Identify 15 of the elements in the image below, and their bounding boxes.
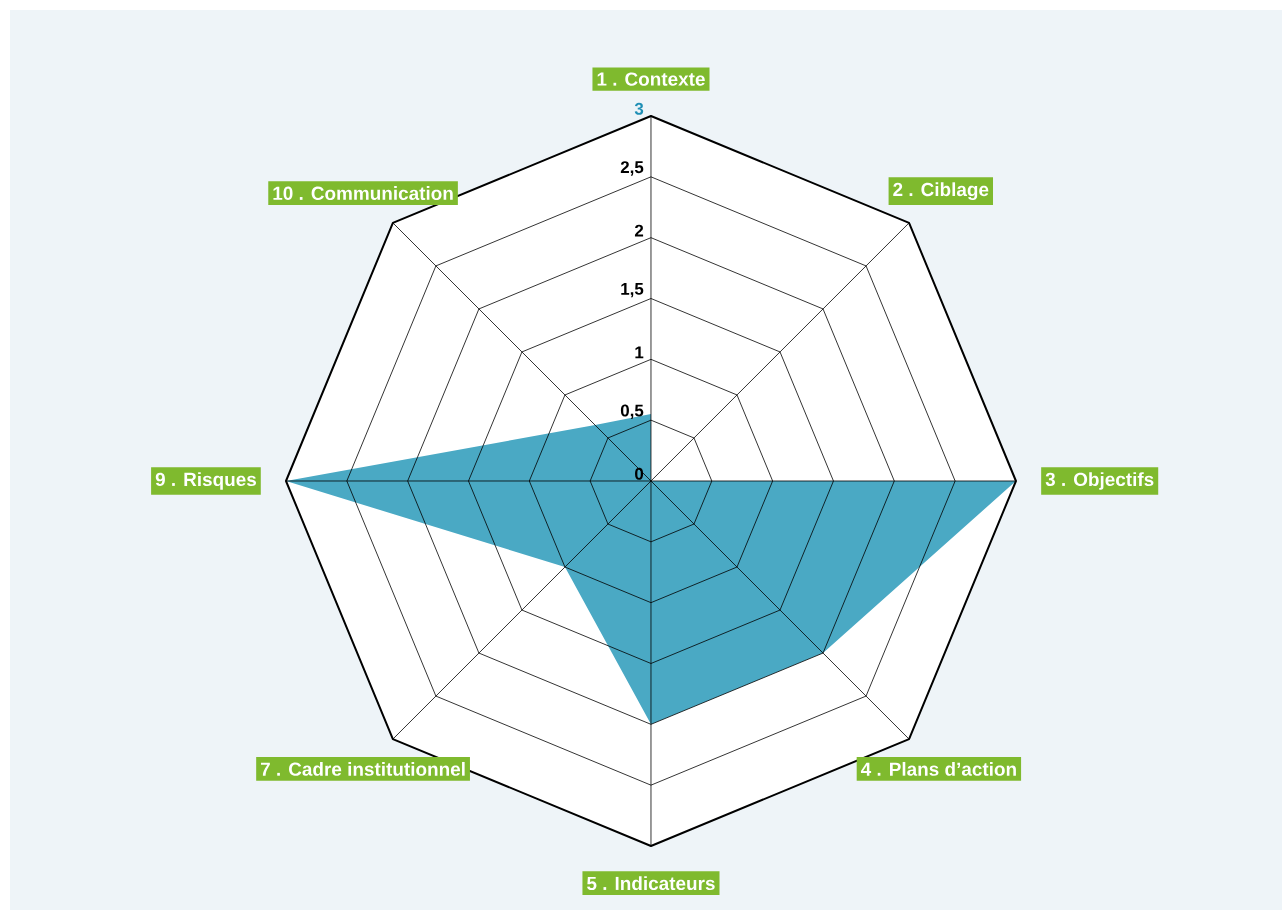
spoke-label: 5 . Indicateurs	[587, 876, 715, 891]
spoke-label: 10 . Communication	[273, 186, 453, 201]
y-tick-label: 0,5	[620, 404, 644, 419]
spoke-label: 1 . Contexte	[597, 72, 705, 86]
y-tick-label: 2,5	[620, 161, 644, 176]
spoke-label: 7 . Cadre institutionnel	[260, 761, 465, 776]
spoke-label: 9 . Risques	[155, 472, 257, 490]
spoke-label: 4 . Plans d’action	[860, 761, 1016, 776]
y-tick-label: 1,5	[621, 283, 644, 298]
y-tick-label: 0	[635, 467, 644, 480]
y-tick-label: 1	[635, 346, 644, 359]
y-tick-label: 2	[634, 224, 644, 237]
spoke-label: 2 . Ciblage	[893, 182, 989, 201]
y-tick-label: 3	[634, 102, 644, 115]
spoke-label: 3 . Objectifs	[1045, 472, 1154, 490]
